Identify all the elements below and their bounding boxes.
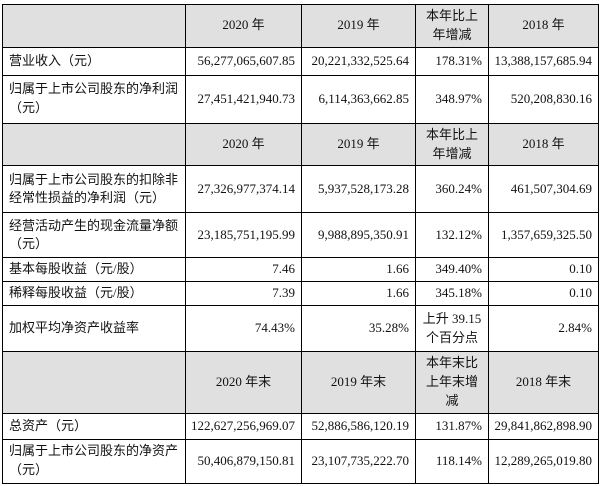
cell-value-2020: 27,451,421,940.73 — [185, 74, 302, 124]
col-header-2018-end: 2018 年末 — [488, 351, 599, 414]
cell-value-change: 178.31% — [415, 46, 489, 76]
row-label: 归属于上市公司股东的扣除非经常性损益的净利润（元） — [2, 165, 186, 214]
cell-value-2018: 0.10 — [488, 281, 599, 307]
cell-value-2020: 7.39 — [185, 281, 302, 307]
cell-value-2018: 2.84% — [488, 305, 599, 353]
header-empty-cell — [2, 351, 186, 414]
cell-value-2020: 50,406,879,150.81 — [185, 438, 302, 484]
cell-value-2018: 520,208,830.16 — [488, 74, 599, 124]
col-header-2019: 2019 年 — [301, 122, 416, 167]
row-diluted-eps: 稀释每股收益（元/股） 7.39 1.66 345.18% 0.10 — [2, 281, 599, 307]
cell-value-change: 345.18% — [415, 281, 489, 307]
col-header-yoy-end-change: 本年末比上年末增减 — [415, 351, 489, 414]
cell-value-2020: 27,326,977,374.14 — [185, 165, 302, 214]
cell-value-2018: 461,507,304.69 — [488, 165, 599, 214]
cell-value-2018: 12,289,265,019.80 — [488, 438, 599, 484]
cell-value-2019: 5,937,528,173.28 — [301, 165, 416, 214]
row-net-profit-deducting-nonrecurring: 归属于上市公司股东的扣除非经常性损益的净利润（元） 27,326,977,374… — [2, 165, 599, 214]
header-empty-cell — [2, 4, 186, 48]
cell-value-2019: 20,221,332,525.64 — [301, 46, 416, 76]
header-row-year-end: 2020 年末 2019 年末 本年末比上年末增减 2018 年末 — [2, 351, 599, 414]
row-operating-cash-flow: 经营活动产生的现金流量净额（元） 23,185,751,195.99 9,988… — [2, 212, 599, 259]
col-header-2020: 2020 年 — [185, 4, 302, 48]
col-header-2019: 2019 年 — [301, 4, 416, 48]
col-header-2020-end: 2020 年末 — [185, 351, 302, 414]
cell-value-change: 132.12% — [415, 212, 489, 259]
cell-value-2018: 13,388,157,685.94 — [488, 46, 599, 76]
row-basic-eps: 基本每股收益（元/股） 7.46 1.66 349.40% 0.10 — [2, 257, 599, 283]
cell-value-2020: 74.43% — [185, 305, 302, 353]
cell-value-2018: 29,841,862,898.90 — [488, 412, 599, 440]
row-label: 营业收入（元） — [2, 46, 186, 76]
row-label: 基本每股收益（元/股） — [2, 257, 186, 283]
cell-value-change: 118.14% — [415, 438, 489, 484]
cell-value-2018: 1,357,659,325.50 — [488, 212, 599, 259]
cell-value-2019: 52,886,586,120.19 — [301, 412, 416, 440]
col-header-2020: 2020 年 — [185, 122, 302, 167]
row-label: 加权平均净资产收益率 — [2, 305, 186, 353]
col-header-yoy-change: 本年比上年增减 — [415, 122, 489, 167]
cell-value-2019: 23,107,735,222.70 — [301, 438, 416, 484]
header-row-annual-1: 2020 年 2019 年 本年比上年增减 2018 年 — [2, 4, 599, 48]
row-net-profit-attributable: 归属于上市公司股东的净利润（元） 27,451,421,940.73 6,114… — [2, 74, 599, 124]
cell-value-2020: 7.46 — [185, 257, 302, 283]
cell-value-change: 349.40% — [415, 257, 489, 283]
header-empty-cell — [2, 122, 186, 167]
col-header-2019-end: 2019 年末 — [301, 351, 416, 414]
cell-value-change: 360.24% — [415, 165, 489, 214]
row-net-assets-attributable: 归属于上市公司股东的净资产（元） 50,406,879,150.81 23,10… — [2, 438, 599, 484]
cell-value-2018: 0.10 — [488, 257, 599, 283]
cell-value-2020: 23,185,751,195.99 — [185, 212, 302, 259]
cell-value-2019: 35.28% — [301, 305, 416, 353]
header-row-annual-2: 2020 年 2019 年 本年比上年增减 2018 年 — [2, 122, 599, 167]
row-operating-revenue: 营业收入（元） 56,277,065,607.85 20,221,332,525… — [2, 46, 599, 76]
row-weighted-average-roe: 加权平均净资产收益率 74.43% 35.28% 上升 39.15 个百分点 2… — [2, 305, 599, 353]
row-total-assets: 总资产（元） 122,627,256,969.07 52,886,586,120… — [2, 412, 599, 440]
cell-value-2020: 122,627,256,969.07 — [185, 412, 302, 440]
col-header-2018: 2018 年 — [488, 122, 599, 167]
row-label: 稀释每股收益（元/股） — [2, 281, 186, 307]
cell-value-change: 131.87% — [415, 412, 489, 440]
cell-value-change: 上升 39.15 个百分点 — [415, 305, 489, 353]
financial-summary-table: 2020 年 2019 年 本年比上年增减 2018 年 营业收入（元） 56,… — [2, 4, 599, 484]
row-label: 总资产（元） — [2, 412, 186, 440]
cell-value-2019: 1.66 — [301, 257, 416, 283]
cell-value-2019: 6,114,363,662.85 — [301, 74, 416, 124]
cell-value-2020: 56,277,065,607.85 — [185, 46, 302, 76]
row-label: 经营活动产生的现金流量净额（元） — [2, 212, 186, 259]
cell-value-2019: 9,988,895,350.91 — [301, 212, 416, 259]
row-label: 归属于上市公司股东的净资产（元） — [2, 438, 186, 484]
cell-value-2019: 1.66 — [301, 281, 416, 307]
cell-value-change: 348.97% — [415, 74, 489, 124]
col-header-yoy-change: 本年比上年增减 — [415, 4, 489, 48]
row-label: 归属于上市公司股东的净利润（元） — [2, 74, 186, 124]
col-header-2018: 2018 年 — [488, 4, 599, 48]
